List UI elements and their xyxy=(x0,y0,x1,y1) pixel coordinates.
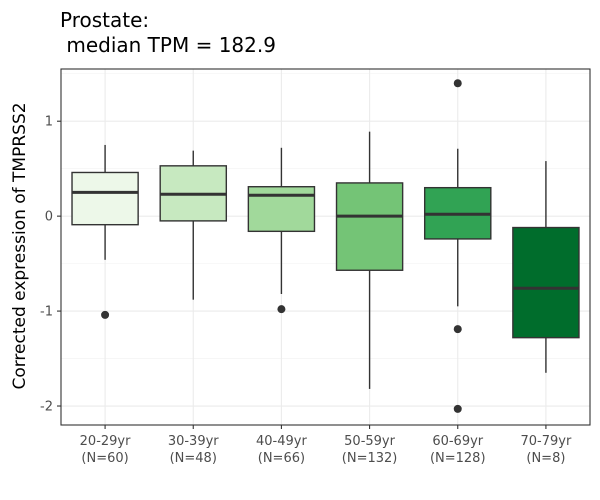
outlier-point xyxy=(101,310,110,319)
outlier-point xyxy=(453,404,462,413)
x-tick-label: 30-39yr xyxy=(168,434,219,449)
chart-title-line2: median TPM = 182.9 xyxy=(60,33,276,57)
box-layer xyxy=(71,79,580,413)
chart-title-line1: Prostate: xyxy=(60,8,149,32)
x-tick-count-label: (N=66) xyxy=(258,451,305,466)
box-iqr xyxy=(247,186,316,233)
x-tick-count-label: (N=128) xyxy=(430,451,486,466)
y-tick-label: -1 xyxy=(40,305,53,320)
box-group xyxy=(247,147,316,314)
box-group xyxy=(512,161,580,373)
x-tick-label: 60-69yr xyxy=(432,434,483,449)
plot-panel-border xyxy=(60,68,591,426)
x-tick-count-label: (N=48) xyxy=(170,451,217,466)
plot-panel xyxy=(61,69,590,425)
y-tick-label: -2 xyxy=(40,400,53,415)
x-tick-label: 20-29yr xyxy=(80,434,131,449)
outlier-point xyxy=(277,305,286,314)
outlier-point xyxy=(453,325,462,334)
y-tick-label: 1 xyxy=(45,115,53,130)
box-iqr xyxy=(512,226,580,339)
axis-layer: 1 0 -1 -2 20-29yr (N=60) 30-39yr (N=48) 40-49yr (… xyxy=(40,115,572,466)
y-axis-title: Corrected expression of TMPRSS2 xyxy=(10,102,30,389)
x-tick-count-label: (N=132) xyxy=(342,451,398,466)
x-tick-count-label: (N=8) xyxy=(526,451,565,466)
box-iqr xyxy=(335,182,404,271)
box-group xyxy=(335,131,404,389)
box-group xyxy=(423,79,492,413)
x-tick-label: 50-59yr xyxy=(344,434,395,449)
box-iqr xyxy=(71,171,139,226)
x-tick-count-label: (N=60) xyxy=(81,451,128,466)
x-tick-label: 70-79yr xyxy=(521,434,572,449)
outlier-point xyxy=(453,79,462,88)
x-tick-label: 40-49yr xyxy=(256,434,307,449)
box-group xyxy=(71,144,139,319)
y-tick-label: 0 xyxy=(45,210,53,225)
box-group xyxy=(159,150,228,300)
